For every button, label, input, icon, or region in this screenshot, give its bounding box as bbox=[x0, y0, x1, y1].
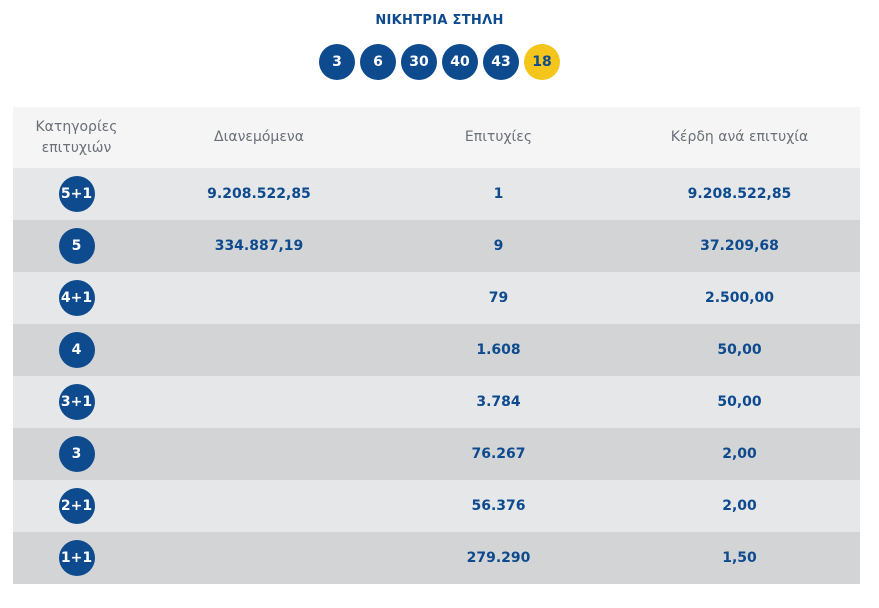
number-ball: 40 bbox=[442, 44, 478, 80]
table-row: 2+1 56.376 2,00 bbox=[13, 480, 860, 532]
number-ball: 43 bbox=[483, 44, 519, 80]
category-badge: 1+1 bbox=[58, 540, 95, 576]
distributed-cell bbox=[140, 428, 378, 480]
category-badge: 2+1 bbox=[58, 488, 95, 524]
table-row: 4 1.608 50,00 bbox=[13, 324, 860, 376]
winners-cell: 1.608 bbox=[476, 342, 521, 358]
table-row: 4+1 79 2.500,00 bbox=[13, 272, 860, 324]
winners-cell: 76.267 bbox=[471, 446, 526, 462]
number-ball: 6 bbox=[360, 44, 396, 80]
category-badge: 5+1 bbox=[58, 176, 95, 212]
number-ball: 30 bbox=[401, 44, 437, 80]
prize-cell: 9.208.522,85 bbox=[687, 186, 792, 202]
category-badge: 5 bbox=[58, 228, 95, 264]
prize-cell: 50,00 bbox=[717, 342, 762, 358]
category-badge: 4 bbox=[58, 332, 95, 368]
number-ball: 3 bbox=[319, 44, 355, 80]
distributed-cell: 9.208.522,85 bbox=[207, 186, 311, 202]
table-row: 1+1 279.290 1,50 bbox=[13, 532, 860, 584]
winning-numbers: 3 6 30 40 43 18 bbox=[0, 44, 879, 80]
prize-table: Κατηγορίες επιτυχιών Διανεμόμενα Επιτυχί… bbox=[13, 107, 860, 584]
winners-cell: 9 bbox=[493, 238, 504, 254]
distributed-cell: 334.887,19 bbox=[214, 238, 304, 254]
header-distributed: Διανεμόμενα bbox=[214, 129, 304, 145]
header-winners: Επιτυχίες bbox=[464, 129, 533, 145]
distributed-cell bbox=[140, 272, 378, 324]
winners-cell: 1 bbox=[493, 186, 504, 202]
table-header-row: Κατηγορίες επιτυχιών Διανεμόμενα Επιτυχί… bbox=[13, 107, 860, 168]
bonus-ball: 18 bbox=[524, 44, 560, 80]
prize-cell: 2.500,00 bbox=[704, 290, 775, 306]
table-row: 5+1 9.208.522,85 1 9.208.522,85 bbox=[13, 168, 860, 220]
winners-cell: 3.784 bbox=[476, 394, 521, 410]
table-row: 3+1 3.784 50,00 bbox=[13, 376, 860, 428]
winners-cell: 56.376 bbox=[471, 498, 526, 514]
winning-line-title: ΝΙΚΗΤΡΙΑ ΣΤΗΛΗ bbox=[375, 13, 504, 28]
prize-cell: 1,50 bbox=[722, 550, 757, 566]
distributed-cell bbox=[140, 532, 378, 584]
prize-cell: 50,00 bbox=[717, 394, 762, 410]
winners-cell: 79 bbox=[488, 290, 509, 306]
prize-cell: 37.209,68 bbox=[700, 238, 779, 254]
category-badge: 3 bbox=[58, 436, 95, 472]
table-row: 5 334.887,19 9 37.209,68 bbox=[13, 220, 860, 272]
prize-cell: 2,00 bbox=[722, 498, 757, 514]
distributed-cell bbox=[140, 376, 378, 428]
category-badge: 3+1 bbox=[58, 384, 95, 420]
winners-cell: 279.290 bbox=[466, 550, 531, 566]
category-badge: 4+1 bbox=[58, 280, 95, 316]
distributed-cell bbox=[140, 480, 378, 532]
distributed-cell bbox=[140, 324, 378, 376]
header-prize-per-winner: Κέρδη ανά επιτυχία bbox=[670, 129, 809, 145]
prize-cell: 2,00 bbox=[722, 446, 757, 462]
header-category: Κατηγορίες επιτυχιών bbox=[35, 118, 118, 156]
table-row: 3 76.267 2,00 bbox=[13, 428, 860, 480]
